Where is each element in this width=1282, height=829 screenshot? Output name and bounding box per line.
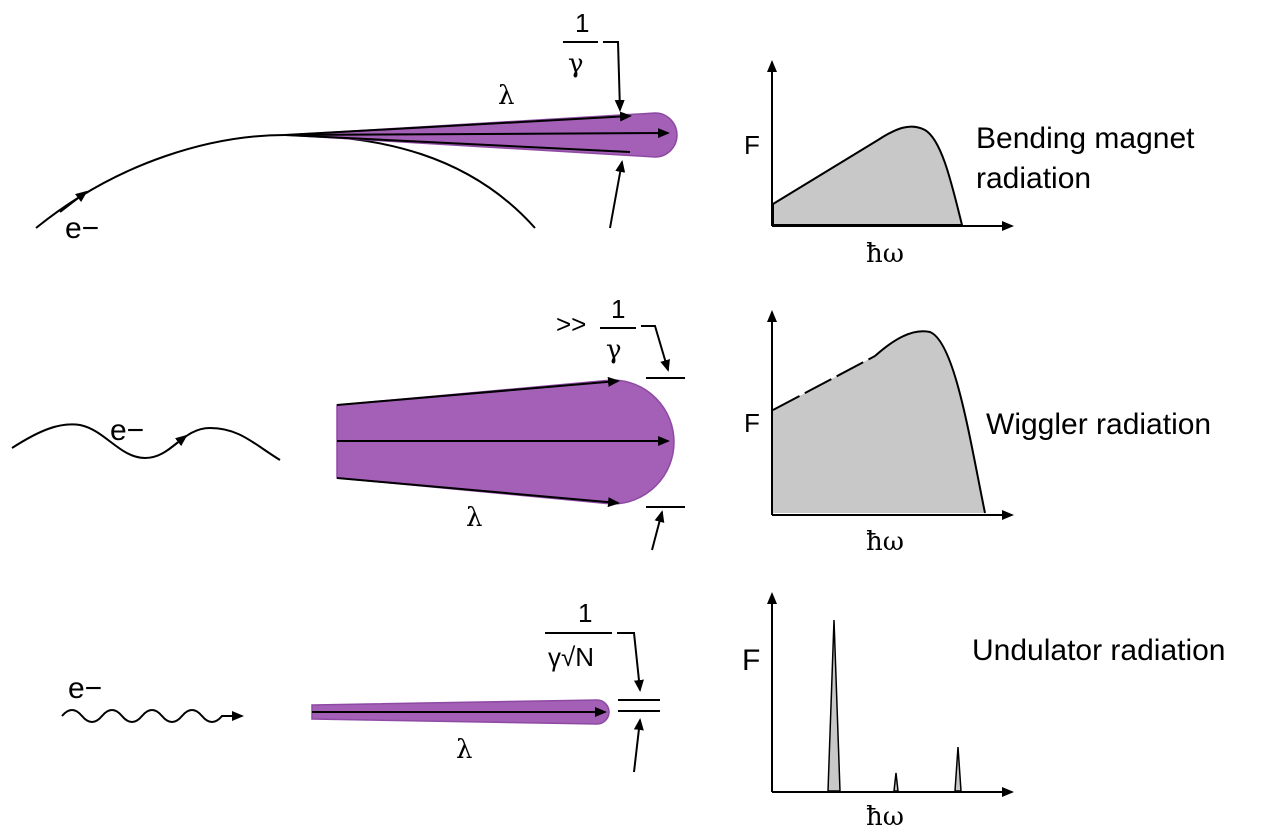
undulator-spectrum-peak-2	[893, 772, 899, 792]
bending-angle-leader-bottom	[609, 160, 626, 229]
wiggler-energy-label: ħω	[866, 527, 904, 557]
bending-electron-label: e−	[65, 212, 99, 245]
wiggler-flux-label: F	[744, 408, 760, 438]
undulator-title: Undulator radiation	[972, 634, 1226, 667]
undulator-electron-label: e−	[68, 672, 102, 705]
wiggler-beam-lower-ray	[336, 477, 620, 508]
wiggler-angle-denominator: γ	[606, 335, 622, 365]
bending-angle-leader-top	[603, 41, 625, 112]
wiggler-much-greater-symbol: >>	[556, 309, 586, 339]
wiggler-beam-upper-ray	[336, 376, 620, 406]
wiggler-title: Wiggler radiation	[986, 408, 1211, 441]
wiggler-row: e− λ >> 1 γ F ħω Wiggler radiation	[11, 294, 1211, 557]
undulator-angle-leader-bottom	[633, 718, 644, 773]
wiggler-angle-leader-top	[641, 325, 670, 372]
wiggler-angle-leader-bottom	[651, 510, 665, 551]
bending-angle-denominator: γ	[568, 49, 584, 79]
undulator-spectrum-peak-1	[827, 619, 841, 792]
wiggler-spectrum-solid-edge	[874, 330, 986, 514]
wiggler-spectrum-dashed-edge	[772, 355, 876, 411]
bending-angle-numerator: 1	[575, 8, 589, 38]
bending-electron-trajectory	[35, 133, 536, 229]
wiggler-wavelength-label: λ	[466, 503, 482, 533]
bending-beam-lower-ray	[284, 134, 631, 153]
bending-flux-label: F	[744, 130, 760, 160]
undulator-energy-label: ħω	[866, 802, 904, 829]
bending-beam-center-ray	[284, 128, 670, 139]
bending-energy-label: ħω	[866, 239, 904, 269]
bending-title-line1: Bending magnet	[976, 122, 1195, 155]
undulator-wavelength-label: λ	[456, 735, 472, 765]
undulator-angle-leader-top	[617, 632, 644, 692]
bending-trajectory-arrow	[59, 190, 88, 213]
bending-magnet-row: e− λ 1 γ F ħω Bending magnet radiation	[35, 8, 1195, 269]
undulator-row: e− λ 1 γ√N F ħω Undulator radiation	[61, 592, 1226, 829]
bending-spectrum-curve	[772, 125, 964, 226]
undulator-angle-numerator: 1	[578, 598, 592, 628]
wiggler-spectrum-area	[773, 331, 985, 513]
undulator-electron-trajectory	[61, 709, 244, 723]
wiggler-trajectory-arrow	[167, 434, 188, 451]
wiggler-angle-numerator: 1	[611, 294, 625, 324]
bending-title-line2: radiation	[976, 162, 1091, 195]
wiggler-electron-trajectory	[11, 423, 281, 461]
undulator-spectrum-peak-3	[954, 746, 962, 792]
undulator-angle-denominator: γ√N	[548, 642, 594, 672]
bending-radiation-fan	[284, 112, 678, 158]
undulator-flux-label: F	[742, 644, 760, 677]
wiggler-electron-label: e−	[110, 414, 144, 447]
bending-beam-upper-ray	[284, 111, 632, 136]
bending-wavelength-label: λ	[498, 81, 514, 111]
